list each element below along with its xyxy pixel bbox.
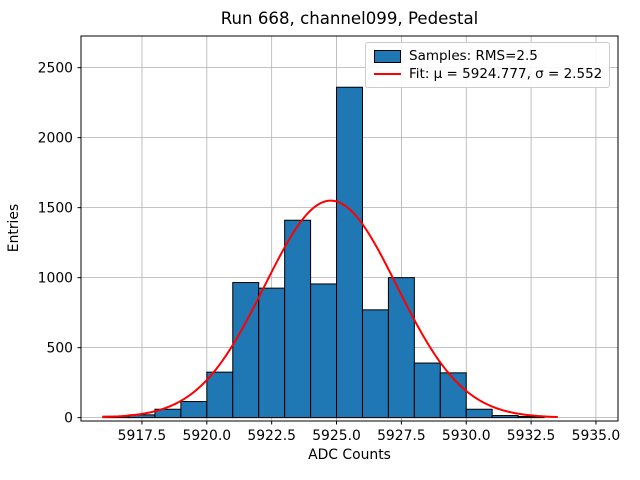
- fit-curve: [102, 199, 559, 419]
- x-axis-label: ADC Counts: [308, 447, 391, 463]
- legend-samples-label: Samples: RMS=2.5: [409, 48, 538, 64]
- histogram-bar: [413, 362, 441, 419]
- y-tick-label: 1500: [38, 200, 73, 216]
- histogram-bar: [439, 372, 467, 419]
- samples-swatch-icon: [374, 49, 401, 63]
- histogram-bar: [258, 287, 286, 419]
- histogram-bar: [361, 309, 389, 419]
- x-tick-label: 5935.0: [572, 428, 621, 444]
- chart-title: Run 668, channel099, Pedestal: [220, 9, 479, 28]
- histogram-bar: [387, 277, 415, 419]
- x-tick-label: 5927.5: [377, 428, 426, 444]
- x-tick-label: 5917.5: [118, 428, 167, 444]
- y-tick-label: 2000: [38, 130, 73, 146]
- histogram-bar: [180, 401, 208, 419]
- histogram-bar: [491, 415, 519, 419]
- y-tick-label: 500: [46, 340, 73, 356]
- histogram-bar: [284, 219, 312, 419]
- y-tick-label: 0: [64, 410, 73, 426]
- x-tick-label: 5930.0: [442, 428, 491, 444]
- legend-fit-label: Fit: μ = 5924.777, σ = 2.552: [409, 66, 603, 82]
- legend-box: Samples: RMS=2.5 Fit: μ = 5924.777, σ = …: [365, 42, 610, 88]
- histogram-bar: [465, 408, 493, 419]
- x-tick-label: 5925.0: [312, 428, 361, 444]
- x-tick-label: 5922.5: [247, 428, 296, 444]
- axes-spines: [80, 35, 619, 422]
- legend-item-samples: Samples: RMS=2.5: [374, 47, 601, 65]
- histogram-bar: [336, 86, 363, 419]
- y-tick-label: 1000: [38, 270, 73, 286]
- x-tick-label: 5932.5: [507, 428, 556, 444]
- y-tick-label: 2500: [38, 60, 73, 76]
- histogram-bar: [232, 282, 260, 419]
- x-tick-label: 5920.0: [183, 428, 232, 444]
- histogram-bar: [310, 283, 338, 419]
- legend-item-fit: Fit: μ = 5924.777, σ = 2.552: [374, 65, 603, 83]
- y-axis-label: Entries: [6, 203, 22, 253]
- histogram-bar: [206, 371, 234, 419]
- fit-line-swatch-icon: [374, 73, 401, 75]
